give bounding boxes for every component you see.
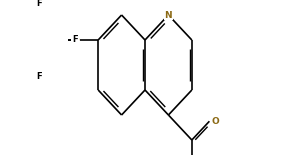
- Text: O: O: [212, 117, 220, 126]
- Text: F: F: [72, 35, 78, 44]
- Text: F: F: [37, 0, 42, 8]
- Text: O: O: [71, 35, 79, 44]
- Text: N: N: [165, 11, 172, 20]
- Text: F: F: [37, 73, 42, 82]
